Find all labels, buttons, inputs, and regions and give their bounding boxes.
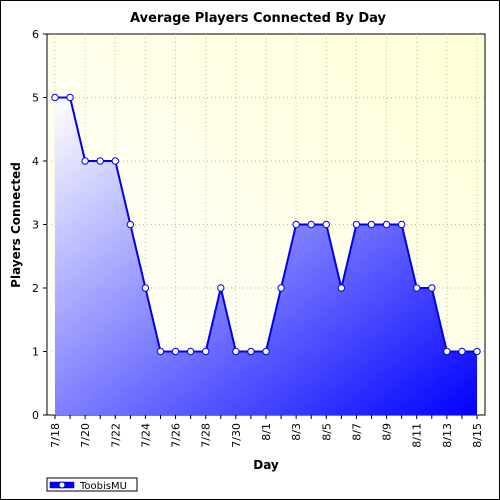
data-point-7-22 [111,157,119,165]
data-point-7-30 [232,347,240,356]
data-point-8-11 [413,284,421,292]
x-tick-label: 7/30 [230,423,243,448]
data-point-8-8 [367,220,376,229]
data-point-8-3 [292,220,300,229]
x-tick-label: 8/13 [441,423,454,448]
x-axis-ticks: 7/18 7/20 7/22 7/24 7/26 7/28 7/30 8/1 8/3 8/5 8/7… [49,415,484,448]
y-tick-label: 3 [32,219,39,232]
y-tick-label: 0 [32,409,39,422]
data-point-8-12 [428,284,436,292]
x-tick-label: 8/3 [290,423,303,441]
data-point-8-10 [397,220,406,229]
legend-label-toobismu: ToobisMU [79,481,127,492]
series-area-toobismu [55,97,477,415]
data-point-8-6 [337,284,346,292]
data-point-7-26 [171,347,180,356]
data-point-8-15 [473,347,481,356]
x-tick-label: 7/20 [79,423,92,448]
y-tick-label: 5 [32,92,39,105]
data-point-7-20 [81,157,89,165]
data-point-7-29 [217,284,225,292]
x-tick-label: 8/7 [350,423,363,441]
x-tick-label: 7/18 [49,423,62,448]
data-point-7-27 [186,347,195,356]
x-tick-label: 7/26 [170,423,183,448]
x-tick-label: 8/15 [471,423,484,448]
x-tick-label: 8/5 [320,423,333,441]
legend-marker-toobismu [58,481,66,489]
x-tick-label: 8/1 [260,423,273,441]
data-point-7-19 [66,93,74,102]
data-point-8-14 [458,347,466,356]
legend: ToobisMU [46,477,138,492]
y-axis-ticks: 0 1 2 3 4 5 6 [32,28,47,422]
data-point-7-23 [126,220,135,229]
data-point-7-25 [156,347,165,356]
y-tick-label: 6 [32,28,39,41]
data-point-7-18 [51,93,59,102]
y-axis-label: Players Connected [9,162,23,288]
data-point-8-1 [262,347,270,356]
x-tick-label: 8/11 [411,423,424,448]
data-point-7-28 [202,347,210,356]
x-tick-label: 8/9 [381,423,394,441]
chart-title: Average Players Connected By Day [130,11,386,26]
x-tick-label: 7/22 [109,423,122,448]
data-point-7-31 [247,347,255,356]
data-point-8-13 [443,347,451,356]
x-tick-label: 7/28 [200,423,213,448]
y-tick-label: 4 [32,155,39,168]
y-tick-label: 1 [32,346,39,359]
data-point-8-5 [322,220,330,229]
x-axis-label: Day [253,458,279,472]
x-tick-label: 7/24 [139,423,152,448]
data-points [51,93,481,356]
data-point-8-2 [277,284,285,292]
data-point-8-7 [352,220,361,229]
data-point-8-9 [382,220,391,229]
data-point-7-21 [96,157,104,165]
data-point-8-4 [307,220,315,229]
data-point-7-24 [141,284,150,292]
y-tick-label: 2 [32,282,39,295]
